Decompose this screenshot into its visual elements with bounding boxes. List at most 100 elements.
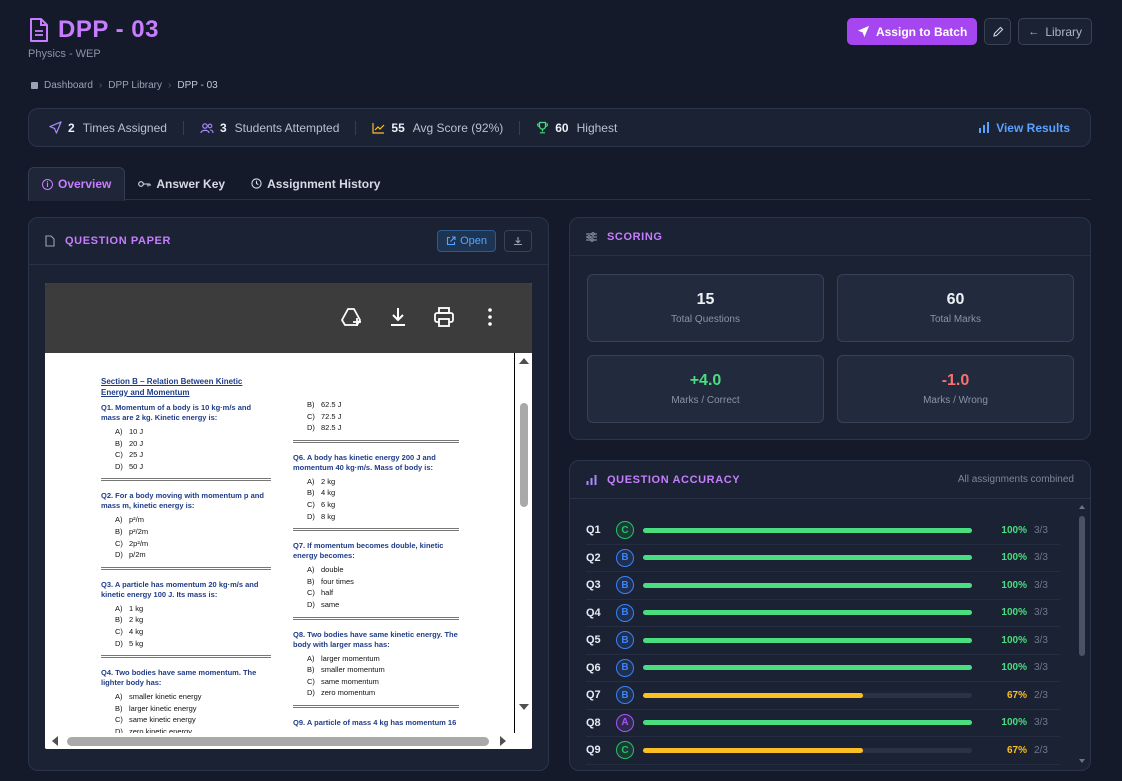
breadcrumb-separator: › [168, 80, 172, 91]
answer-option: A) 2 kg [307, 476, 336, 486]
times-assigned-label: Times Assigned [82, 120, 167, 135]
accuracy-bar [643, 555, 972, 561]
breadcrumb-dashboard[interactable]: Dashboard [44, 80, 93, 91]
download-pdf-button[interactable] [504, 230, 532, 252]
accuracy-bar-fill [643, 747, 864, 753]
answer-badge: B [616, 548, 634, 567]
accuracy-list: Q1 C 100% 3/3 Q2 B 100% 3/3 Q3 B 100% 3/3 Q4 B 100% 3/3… [586, 517, 1060, 765]
download-icon[interactable] [386, 305, 410, 329]
answer-badge: B [616, 686, 634, 705]
scroll-down-icon[interactable] [515, 701, 532, 713]
answer-option: A) double [307, 565, 344, 575]
option-letter: D) [115, 726, 123, 733]
breadcrumb-dpp-library[interactable]: DPP Library [108, 80, 162, 91]
library-button[interactable]: ← Library [1018, 18, 1092, 45]
document-icon [30, 18, 48, 42]
option-letter: B) [115, 615, 123, 625]
send-icon [49, 121, 62, 134]
option-letter: D) [115, 550, 123, 560]
pdf-viewer-toolbar [45, 283, 532, 353]
tab-overview-label: Overview [58, 177, 112, 191]
clock-icon [251, 178, 262, 189]
accuracy-scrollbar[interactable] [1078, 504, 1086, 764]
answer-badge: C [616, 521, 634, 540]
tab-overview[interactable]: i Overview [28, 167, 126, 201]
answer-option: C) same kinetic energy [115, 715, 196, 725]
scroll-down-icon[interactable] [1078, 758, 1086, 764]
external-link-icon [447, 236, 456, 246]
question-text: Q1. Momentum of a body is 10 kg·m/s and … [101, 403, 252, 422]
trophy-icon [537, 121, 549, 134]
tab-answer-key[interactable]: Answer Key [125, 167, 238, 200]
home-icon [31, 82, 38, 89]
accuracy-scroll-thumb[interactable] [1079, 516, 1085, 656]
score-label: Marks / Wrong [923, 395, 988, 406]
question-divider [101, 566, 271, 570]
answer-badge: B [616, 658, 634, 677]
send-icon [857, 25, 870, 38]
accuracy-bar-fill [643, 610, 972, 616]
accuracy-bar [643, 610, 972, 616]
option-letter: C) [307, 499, 315, 509]
accuracy-count: 3/3 [1034, 634, 1048, 646]
scroll-left-icon[interactable] [49, 733, 61, 749]
open-pdf-button[interactable]: Open [437, 230, 496, 252]
question-divider [293, 439, 459, 443]
pdf-page: Section B – Relation Between Kinetic Ene… [49, 353, 513, 733]
accuracy-percent: 67% [1006, 689, 1027, 701]
scroll-up-icon[interactable] [1078, 504, 1086, 510]
question-text: Q4. Two bodies have same momentum. The l… [101, 668, 257, 688]
pdf-vertical-scrollbar[interactable] [514, 353, 532, 733]
divider [519, 120, 521, 135]
option-letter: A) [307, 565, 315, 575]
pdf-column-left: Section B – Relation Between Kinetic Ene… [101, 376, 271, 733]
file-icon [45, 235, 55, 247]
answer-option: C) 25 J [115, 450, 144, 460]
pdf-viewer[interactable]: Section B – Relation Between Kinetic Ene… [45, 283, 532, 749]
pdf-vertical-scroll-thumb[interactable] [520, 403, 528, 507]
accuracy-row: Q8 A 100% 3/3 [586, 710, 1060, 737]
option-letter: D) [115, 638, 123, 648]
assign-to-batch-button[interactable]: Assign to Batch [846, 18, 978, 45]
score-label: Total Marks [929, 314, 982, 325]
score-card: -1.0 Marks / Wrong [837, 355, 1074, 423]
question-text: Q2. For a body moving with momentum p an… [101, 491, 264, 511]
view-results-link[interactable]: View Results [978, 121, 1070, 135]
users-icon [200, 122, 214, 133]
tab-assignment-history[interactable]: Assignment History [238, 167, 393, 200]
option-letter: B) [307, 488, 315, 498]
option-letter: C) [115, 715, 123, 725]
scoring-panel: SCORING 15 Total Questions 60 Total Marks +4… [569, 217, 1091, 440]
accuracy-percent: 100% [1001, 524, 1027, 536]
pdf-column-right: B) 62.5 J C) 72.5 J D) 82.5 J Q6. A body has … [293, 399, 459, 731]
answer-option: C) 4 kg [115, 626, 144, 636]
print-icon[interactable] [432, 305, 456, 329]
more-vertical-icon[interactable] [478, 305, 502, 329]
scroll-up-icon[interactable] [515, 355, 532, 367]
scroll-right-icon[interactable] [497, 733, 509, 749]
highest-label: Highest [576, 120, 618, 135]
answer-option: B) 4 kg [307, 488, 336, 498]
accuracy-count: 3/3 [1034, 579, 1048, 591]
answer-option: B) 62.5 J [307, 400, 342, 409]
score-value: 60 [946, 291, 965, 308]
stat-times-assigned: 2 Times Assigned [49, 121, 167, 135]
breadcrumb: Dashboard › DPP Library › DPP - 03 [31, 80, 218, 91]
accuracy-bar-fill [643, 555, 972, 561]
pdf-horizontal-scrollbar[interactable] [45, 733, 532, 749]
accuracy-row: Q7 B 67% 2/3 [586, 682, 1060, 710]
accuracy-count: 3/3 [1034, 662, 1048, 674]
stat-highest: 60 Highest [536, 121, 617, 135]
accuracy-percent: 67% [1006, 744, 1027, 756]
answer-option: B) p²/2m [115, 526, 149, 536]
page-subtitle: Physics - WEP [28, 48, 101, 60]
score-card: 15 Total Questions [587, 274, 824, 342]
question-text: Q3. A particle has momentum 20 kg·m/s an… [101, 579, 259, 599]
add-to-drive-icon[interactable] [340, 305, 364, 329]
pencil-icon [993, 26, 1004, 37]
accuracy-percent: 100% [1001, 607, 1027, 619]
option-letter: A) [115, 692, 123, 702]
edit-button[interactable] [984, 18, 1012, 45]
accuracy-row: Q4 B 100% 3/3 [586, 600, 1060, 627]
pdf-horizontal-scroll-thumb[interactable] [67, 737, 489, 746]
